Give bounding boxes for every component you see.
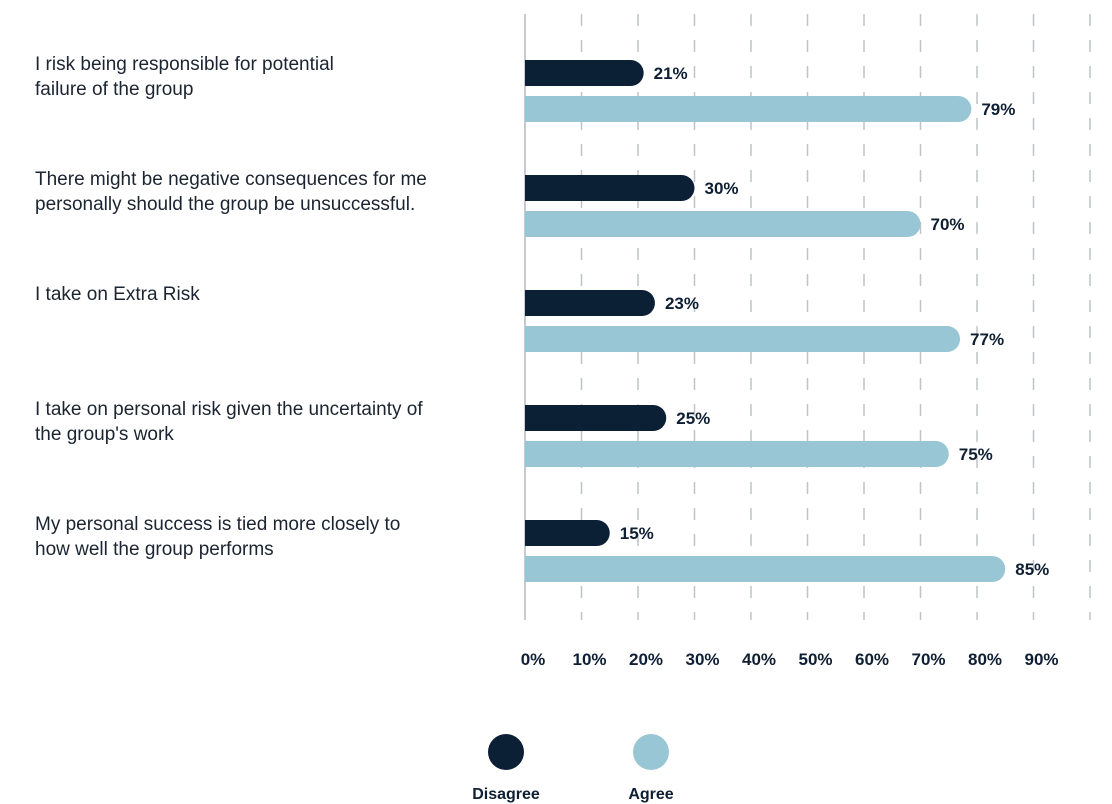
category-label: personally should the group be unsuccess… (35, 194, 415, 215)
x-tick-label: 0% (521, 650, 546, 669)
value-label: 79% (981, 100, 1015, 119)
category-label: I take on Extra Risk (35, 284, 200, 305)
category-label: I take on personal risk given the uncert… (35, 399, 423, 420)
value-label: 85% (1015, 560, 1049, 579)
bar-disagree-base (525, 520, 551, 546)
legend-label-disagree: Disagree (472, 786, 540, 803)
x-tick-label: 70% (911, 650, 945, 669)
value-label: 30% (705, 179, 739, 198)
bar-agree-base (525, 211, 551, 237)
value-label: 15% (620, 524, 654, 543)
bars: 21% 79% 30% 70% 23% 77% 25% 75% 15% 85% (525, 60, 1049, 582)
bar-agree-base (525, 556, 551, 582)
value-label: 77% (970, 330, 1004, 349)
bar-agree (525, 211, 921, 237)
category-labels: I risk being responsible for potential fa… (35, 54, 427, 560)
bar-agree-base (525, 441, 551, 467)
category-label: My personal success is tied more closely… (35, 514, 400, 535)
legend-swatch-disagree (488, 734, 524, 770)
bar-agree (525, 326, 961, 352)
value-label: 23% (665, 294, 699, 313)
category-label: I risk being responsible for potential (35, 54, 334, 75)
x-tick-label: 90% (1024, 650, 1058, 669)
x-axis-ticks: 0% 10% 20% 30% 40% 50% 60% 70% 80% 90% (521, 650, 1059, 669)
bar-disagree (525, 175, 695, 201)
bar-disagree (525, 405, 667, 431)
bar-disagree-base (525, 290, 551, 316)
value-label: 25% (676, 409, 710, 428)
category-label: the group's work (35, 424, 174, 445)
bar-agree-base (525, 326, 551, 352)
category-label: how well the group performs (35, 539, 274, 560)
legend-swatch-agree (633, 734, 669, 770)
x-tick-label: 50% (798, 650, 832, 669)
legend: Disagree Agree (472, 734, 674, 803)
legend-label-agree: Agree (628, 786, 673, 803)
bar-disagree-base (525, 60, 551, 86)
value-label: 21% (654, 64, 688, 83)
bar-agree (525, 441, 949, 467)
x-tick-label: 10% (572, 650, 606, 669)
bar-disagree (525, 60, 644, 86)
category-label: failure of the group (35, 79, 193, 100)
x-tick-label: 20% (629, 650, 663, 669)
bar-disagree-base (525, 175, 551, 201)
x-tick-label: 60% (855, 650, 889, 669)
bar-agree (525, 556, 1006, 582)
bar-agree-base (525, 96, 551, 122)
gridlines (524, 14, 1091, 620)
x-tick-label: 30% (685, 650, 719, 669)
bar-disagree-base (525, 405, 551, 431)
x-tick-label: 40% (742, 650, 776, 669)
bar-agree (525, 96, 972, 122)
value-label: 70% (931, 215, 965, 234)
category-label: There might be negative consequences for… (35, 169, 427, 190)
bar-disagree (525, 290, 655, 316)
value-label: 75% (959, 445, 993, 464)
x-tick-label: 80% (968, 650, 1002, 669)
